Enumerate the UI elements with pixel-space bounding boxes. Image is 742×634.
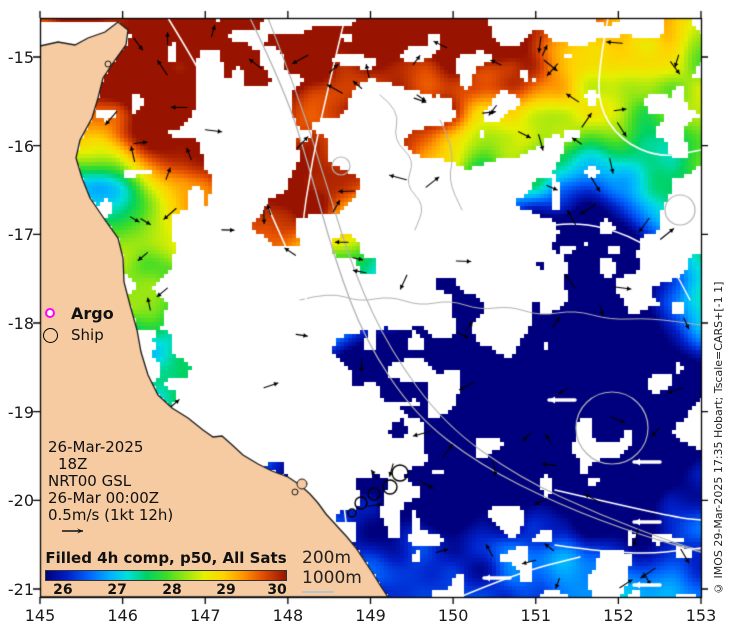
ship-icon xyxy=(42,327,58,343)
colorbar: Filled 4h comp, p50, All Sats 26 27 28 29 30 xyxy=(45,549,287,599)
info-valid-time: 26-Mar 00:00Z xyxy=(48,489,160,507)
colorbar-tick-labels: 26 27 28 29 30 xyxy=(45,581,287,599)
depth-contour-legend: 200m 1000m xyxy=(302,548,362,593)
x-axis-tick-label: 148 xyxy=(272,606,304,625)
depth-200m-label: 200m xyxy=(302,548,352,568)
vector-scale-arrow-icon xyxy=(62,528,83,534)
x-axis-tick-label: 153 xyxy=(685,606,717,625)
copyright-text: © IMOS 29-Mar-2025 17:35 Hobart; Tscale=… xyxy=(712,281,725,595)
colorbar-tick-label: 30 xyxy=(267,582,287,598)
argo-legend-label: Argo xyxy=(71,303,114,323)
colorbar-tick-label: 27 xyxy=(107,582,127,598)
info-time: 18Z xyxy=(58,455,88,473)
y-axis-tick-label: -21 xyxy=(7,580,34,600)
ship-legend-row: Ship xyxy=(40,324,114,346)
argo-float-icon xyxy=(45,308,55,318)
y-axis-tick-label: -18 xyxy=(7,314,34,333)
ship-legend-label: Ship xyxy=(71,326,104,344)
info-product: NRT00 GSL xyxy=(48,472,132,490)
y-axis-tick-label: -17 xyxy=(7,225,34,245)
x-axis-tick-label: 145 xyxy=(24,606,56,625)
colorbar-tick-label: 26 xyxy=(53,582,73,598)
y-axis-tick-label: -19 xyxy=(7,402,34,422)
colorbar-tick-label: 29 xyxy=(216,582,236,598)
x-axis-tick-label: 149 xyxy=(355,606,386,625)
x-axis-tick-label: 151 xyxy=(520,606,552,625)
argo-legend-row: Argo xyxy=(40,302,114,324)
depth-1000m-label: 1000m xyxy=(302,568,362,588)
y-axis-tick-label: -20 xyxy=(7,491,34,511)
colorbar-tick-label: 28 xyxy=(162,582,182,598)
depth-contour-line-sample xyxy=(302,591,334,593)
x-axis-tick-label: 152 xyxy=(603,606,634,625)
y-axis-tick-label: -15 xyxy=(7,48,34,67)
colorbar-gradient xyxy=(45,570,287,581)
x-axis-tick-label: 146 xyxy=(107,606,138,625)
x-axis-tick-label: 150 xyxy=(437,606,469,625)
x-axis-tick-label: 147 xyxy=(189,606,221,625)
y-axis-tick-label: -16 xyxy=(7,136,34,156)
colorbar-title: Filled 4h comp, p50, All Sats xyxy=(45,549,287,567)
analysis-info-block: 26-Mar-2025 18Z NRT00 GSL 26-Mar 00:00Z … xyxy=(48,439,173,536)
info-date: 26-Mar-2025 xyxy=(48,438,144,456)
info-vector-scale: 0.5m/s (1kt 12h) xyxy=(48,506,174,524)
observation-legend: Argo Ship xyxy=(40,302,114,346)
